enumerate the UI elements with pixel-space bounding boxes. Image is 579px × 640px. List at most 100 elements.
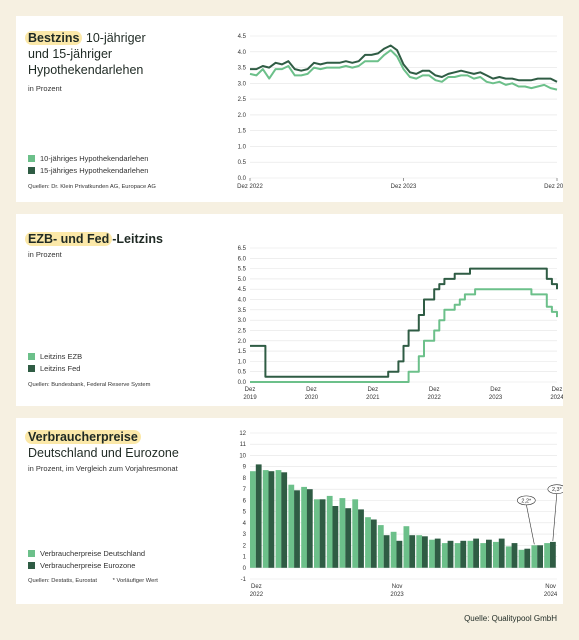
y-tick-label: 3.5 [238,66,247,72]
chart3-title: Verbraucherpreise Deutschland und Eurozo… [25,429,179,461]
y-tick-label: 5.0 [238,277,247,283]
bar-eu [255,464,262,568]
x-tick-label-top: Dez [245,387,256,393]
bar-de [390,531,397,568]
source-footer: Quelle: Qualitypool GmbH [464,614,557,623]
chart3-title-line2: Deutschland und Eurozone [28,446,179,460]
bar-de [403,526,410,568]
bar-de [301,486,307,568]
bar-eu [460,540,467,568]
x-tick-label: Dez 2024 [544,184,563,190]
bar-eu [498,538,505,568]
bar-eu [524,548,531,568]
y-tick-label: 4.0 [238,50,247,56]
bar-de [467,540,474,568]
y-tick-label: 3 [243,532,247,538]
bar-eu [294,490,300,568]
y-tick-label: 8 [243,476,247,482]
y-tick-label: 2.0 [238,339,247,345]
legend-swatch [28,154,35,162]
bar-de [339,498,346,568]
chart1-title-line3: Hypothekendarlehen [28,63,144,77]
y-tick-label: 3.5 [238,308,247,314]
bar-eu [396,540,403,568]
bar-de [429,539,435,568]
legend-item: Verbraucherpreise Deutschland [28,547,145,559]
chart2-subtitle: in Prozent [28,250,62,259]
bar-de [365,517,371,568]
y-tick-label: 4 [243,521,247,527]
legend-label: Leitzins EZB [40,351,83,361]
bar-eu [268,471,275,568]
annotation-label: 2,3* [552,487,563,493]
y-tick-label: 9 [243,465,247,471]
chart3-source-note: * Vorläufiger Wert [112,578,158,584]
bar-de [441,543,448,568]
x-tick-label-top: Nov [392,584,403,590]
y-tick-label: 4.5 [238,287,247,293]
x-tick-label-bottom: 2022 [250,592,264,598]
annotation-bubble [547,484,563,494]
legend-swatch [28,549,35,557]
legend-swatch [28,166,35,174]
y-tick-label: 6.5 [238,246,247,252]
y-tick-label: 2.5 [238,97,247,103]
bar-eu [281,472,288,568]
mortgage-rate-card: Bestzins 10-jähriger und 15-jähriger Hyp… [16,16,563,202]
legend-label: 15-jähriges Hypothekendarlehen [40,165,149,175]
consumer-price-chart: -10123456789101112Dez2022Nov2023Nov20242… [239,431,563,598]
bar-de [518,549,525,568]
x-tick-label-bottom: 2024 [544,592,558,598]
y-tick-label: 0 [243,566,247,572]
series-line-1 [249,49,558,91]
y-tick-label: 1.5 [238,129,247,135]
y-tick-label: 4.0 [238,298,247,304]
legend-item: 15-jähriges Hypothekendarlehen [28,164,148,176]
chart1-title-highlight: Bestzins [25,31,83,45]
bar-de [493,541,499,568]
bar-eu [409,535,416,568]
series-line-2 [250,267,558,378]
legend-label: Verbraucherpreise Deutschland [40,548,146,558]
bar-de [505,546,512,568]
x-tick-label-bottom: 2024 [550,395,563,401]
bar-eu [434,538,441,568]
y-tick-label: 7 [243,487,247,493]
mortgage-rate-chart: 0.0 0.5 1.0 1.5 2.0 2.5 3.0 3.5 4.0 4.5 Dez 2022 De… [237,34,563,190]
bar-eu [422,536,428,568]
y-tick-label: 2.0 [238,113,247,119]
legend-item: Leitzins Fed [28,362,82,374]
bar-eu [370,519,377,568]
bar-eu [345,508,352,568]
bar-eu [306,489,313,568]
bar-de [326,495,333,568]
bar-de [314,499,320,568]
consumer-price-card: Verbraucherpreise Deutschland und Eurozo… [16,418,563,604]
legend-label: Verbraucherpreise Eurozone [40,560,136,570]
bar-de [262,470,269,568]
legend-label: Leitzins Fed [40,363,81,373]
chart2-title: EZB- und Fed -Leitzins [25,231,163,247]
y-tick-label: 5.5 [238,267,247,273]
legend-item: Verbraucherpreise Eurozone [28,559,145,571]
chart3-source-text: Quellen: Destatis, Eurostat [28,578,97,584]
chart3-subtitle: in Prozent, im Vergleich zum Vorjahresmo… [28,464,178,473]
legend-item: Leitzins EZB [28,350,82,362]
y-tick-label: 0.0 [238,380,247,386]
y-tick-label: 11 [240,442,247,448]
series-line-2 [250,44,558,83]
chart1-title: Bestzins 10-jähriger und 15-jähriger Hyp… [25,30,146,78]
legend-swatch [28,561,35,569]
bar-eu [358,509,364,568]
annotation-leader [526,504,535,545]
x-tick-label-top: Dez [306,387,317,393]
legend-swatch [28,352,35,360]
bar-de [454,543,461,568]
chart1-source: Quellen: Dr. Klein Privatkunden AG, Euro… [28,184,156,190]
chart2-title-rest: -Leitzins [112,232,163,246]
x-tick-label-bottom: 2021 [366,395,380,401]
y-tick-label: -1 [241,577,247,583]
y-tick-label: 1.5 [238,349,247,355]
legend-swatch [28,364,35,372]
chart3-source: Quellen: Destatis, Eurostat * Vorläufige… [28,578,158,584]
